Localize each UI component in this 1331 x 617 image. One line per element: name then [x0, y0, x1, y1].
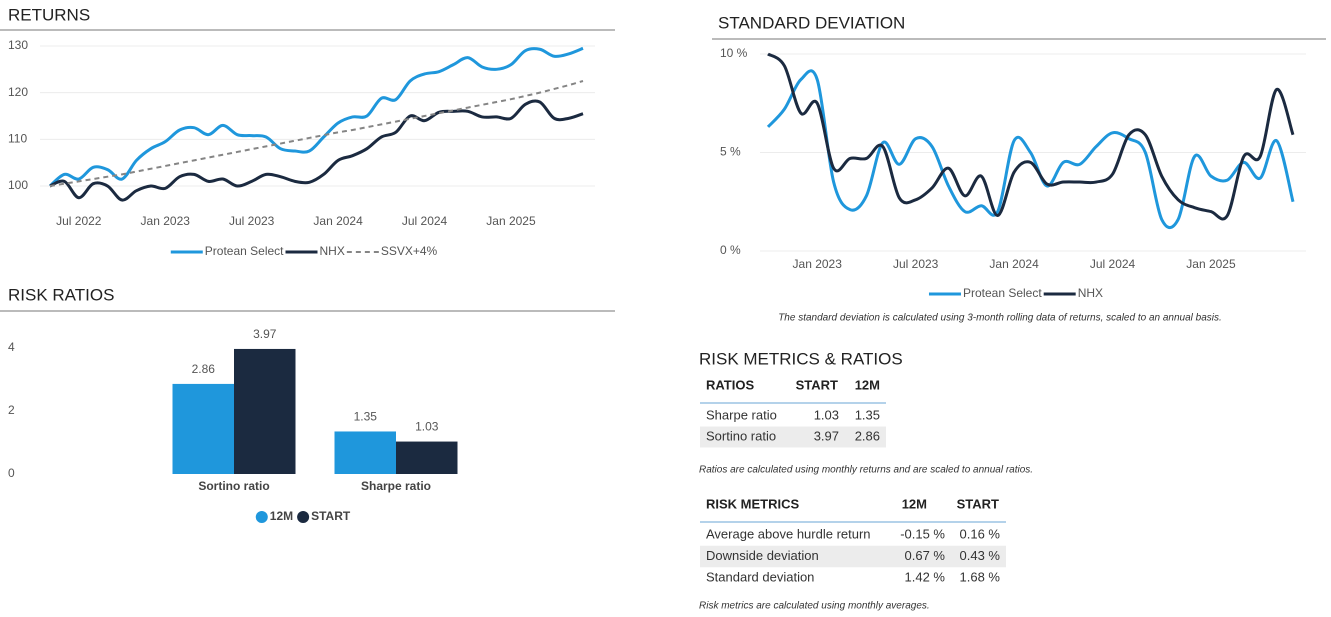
row-shade: [700, 545, 1006, 568]
table-cell: 1.35: [855, 407, 880, 422]
legend-label: Protean Select: [205, 244, 284, 258]
legend-swatch: [255, 511, 268, 523]
y-tick-label: 100: [8, 178, 28, 192]
legend-label: Protean Select: [963, 286, 1042, 300]
category-label: Sharpe ratio: [361, 479, 431, 493]
section-title: STANDARD DEVIATION: [718, 13, 905, 32]
table-cell: Standard deviation: [706, 569, 814, 584]
table-header: RATIOS: [706, 377, 754, 392]
table-cell: Downside deviation: [706, 548, 819, 563]
table-cell: Average above hurdle return: [706, 526, 871, 541]
y-tick-label: 110: [8, 132, 27, 146]
y-tick-label: 120: [8, 85, 28, 99]
x-tick-label: Jul 2022: [56, 214, 102, 228]
legend-label: START: [311, 509, 351, 523]
bar: [234, 348, 296, 474]
table-cell: 0.43 %: [960, 548, 1001, 563]
table-cell: 2.86: [855, 428, 880, 443]
table-cell: 0.16 %: [960, 526, 1001, 541]
table-cell: 1.42 %: [905, 569, 946, 584]
legend-swatch: [297, 511, 310, 523]
table-cell: Sharpe ratio: [706, 407, 777, 422]
section-title: RETURNS: [8, 5, 90, 24]
x-tick-label: Jul 2024: [1090, 257, 1136, 271]
x-tick-label: Jan 2025: [486, 214, 536, 228]
table-cell: Sortino ratio: [706, 428, 776, 443]
chart-note: The standard deviation is calculated usi…: [778, 313, 1222, 324]
bar: [334, 431, 396, 474]
x-tick-label: Jan 2023: [141, 214, 191, 228]
value-label: 1.03: [415, 420, 439, 434]
value-label: 1.35: [354, 410, 378, 424]
table-cell: 0.67 %: [905, 548, 946, 563]
legend-label: SSVX+4%: [381, 244, 438, 258]
x-tick-label: Jul 2023: [893, 257, 939, 271]
legend-label: 12M: [270, 509, 293, 523]
bar: [172, 383, 234, 474]
series-line: [766, 69, 1295, 230]
table-header: 12M: [902, 496, 927, 511]
x-tick-label: Jan 2024: [989, 257, 1039, 271]
section-title: RISK METRICS & RATIOS: [699, 349, 903, 368]
x-tick-label: Jul 2023: [229, 214, 275, 228]
y-tick-label: 2: [8, 403, 15, 417]
bar: [396, 441, 458, 474]
table-cell: -0.15 %: [900, 526, 945, 541]
series-line: [49, 99, 584, 202]
y-tick-label: 0: [8, 466, 15, 480]
legend-label: NHX: [1078, 286, 1103, 300]
y-tick-label: 10 %: [720, 46, 748, 60]
x-tick-label: Jan 2023: [793, 257, 843, 271]
series-line: [48, 46, 584, 188]
y-tick-label: 0 %: [720, 243, 741, 257]
table-cell: 3.97: [814, 428, 839, 443]
table-header: RISK METRICS: [706, 496, 800, 511]
series-line: [49, 80, 584, 188]
table-header: 12M: [855, 377, 880, 392]
x-tick-label: Jan 2025: [1186, 257, 1236, 271]
y-tick-label: 5 %: [720, 145, 741, 159]
table-cell: 1.03: [814, 407, 839, 422]
category-label: Sortino ratio: [198, 479, 269, 493]
table-header: START: [957, 496, 999, 511]
legend-label: NHX: [320, 244, 345, 258]
series-line: [767, 52, 1295, 221]
section-title: RISK RATIOS: [8, 285, 114, 304]
y-tick-label: 4: [8, 340, 15, 354]
table-header: START: [796, 377, 838, 392]
value-label: 2.86: [192, 362, 216, 376]
value-label: 3.97: [253, 327, 277, 341]
table-cell: 1.68 %: [960, 569, 1001, 584]
table-note: Risk metrics are calculated using monthl…: [699, 601, 930, 612]
y-tick-label: 130: [8, 38, 28, 52]
x-tick-label: Jul 2024: [402, 214, 448, 228]
row-shade: [700, 426, 886, 448]
table-note: Ratios are calculated using monthly retu…: [699, 465, 1033, 476]
x-tick-label: Jan 2024: [313, 214, 363, 228]
